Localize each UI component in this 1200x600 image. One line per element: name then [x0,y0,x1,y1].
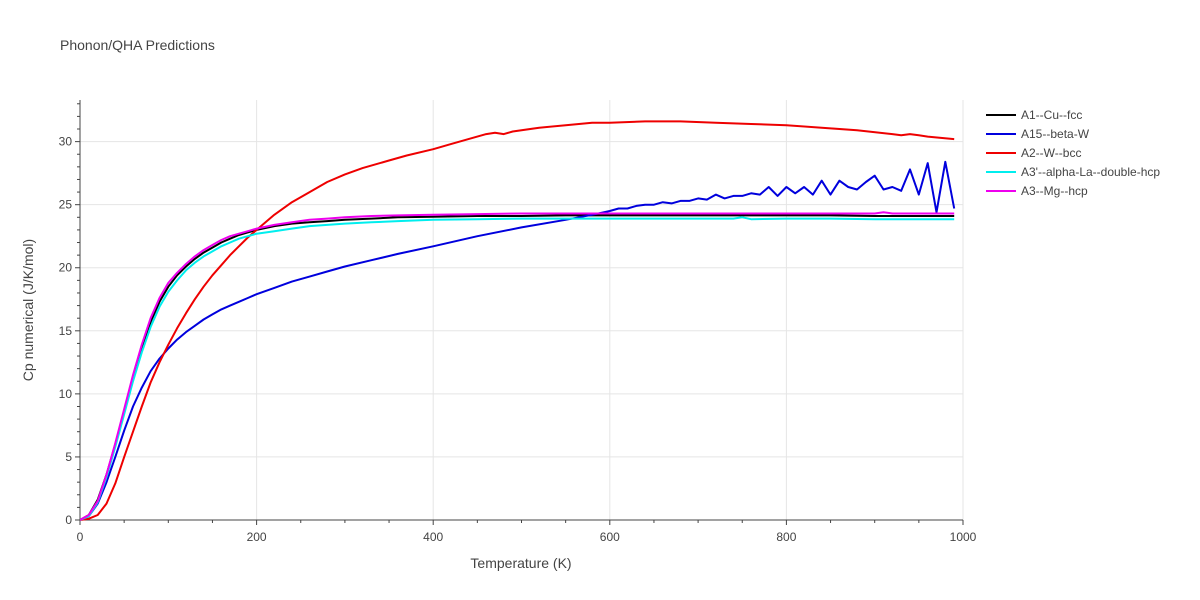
series-line-a3-mg-hcp[interactable] [80,211,955,521]
legend-label: A3--Mg--hcp [1021,184,1088,198]
series-line-a1-cu-fcc[interactable] [80,214,955,521]
y-axis-label: Cp numerical (J/K/mol) [20,239,36,381]
y-tick-label: 10 [59,387,73,401]
axes: 0 200 400 600 800 1000 0 5 10 15 20 25 30 [59,100,977,544]
y-tick-label: 5 [65,450,72,464]
legend-item-a2-w-bcc[interactable]: A2--W--bcc [986,146,1081,160]
series-line-a15-beta-w[interactable] [80,160,956,521]
legend[interactable]: A1--Cu--fcc A15--beta-W A2--W--bcc A3'--alp… [986,108,1160,198]
legend-label: A2--W--bcc [1021,146,1081,160]
legend-item-a3-alpha-la-double-hcp[interactable]: A3'--alpha-La--double-hcp [986,165,1160,179]
legend-label: A15--beta-W [1021,127,1090,141]
grid [80,100,964,520]
y-tick-label: 15 [59,324,73,338]
x-tick-label: 800 [776,530,796,544]
legend-item-a3-mg-hcp[interactable]: A3--Mg--hcp [986,184,1088,198]
x-tick-label: 200 [247,530,267,544]
y-tick-label: 30 [59,135,73,149]
y-tick-label: 0 [65,513,72,527]
x-tick-label: 0 [77,530,84,544]
x-tick-label: 400 [423,530,443,544]
x-tick-label: 1000 [950,530,977,544]
legend-label: A3'--alpha-La--double-hcp [1021,165,1160,179]
x-axis-label: Temperature (K) [470,555,571,571]
y-tick-label: 20 [59,261,73,275]
series-line-a3-alpha-la-double-hcp[interactable] [80,216,955,521]
plot-area[interactable] [80,120,956,521]
legend-label: A1--Cu--fcc [1021,108,1082,122]
y-tick-label: 25 [59,198,73,212]
legend-item-a15-beta-w[interactable]: A15--beta-W [986,127,1090,141]
legend-item-a1-cu-fcc[interactable]: A1--Cu--fcc [986,108,1082,122]
x-tick-label: 600 [600,530,620,544]
chart-title: Phonon/QHA Predictions [60,37,215,53]
series-line-a2-w-bcc[interactable] [80,120,955,521]
